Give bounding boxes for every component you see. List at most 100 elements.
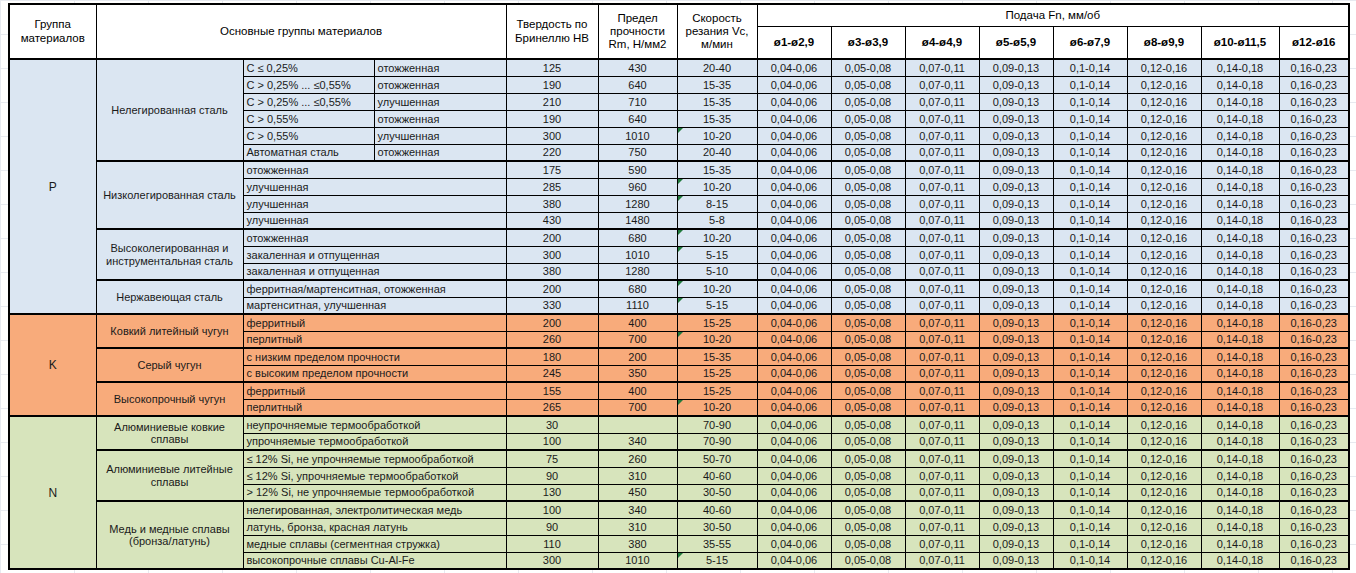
cell-feed-2[interactable]: 0,07-0,11 — [905, 280, 979, 297]
cell-feed-1[interactable]: 0,05-0,08 — [831, 263, 905, 280]
cell-feed-2[interactable]: 0,07-0,11 — [905, 229, 979, 246]
header-hardness[interactable]: Твердость по Бринеллю НВ — [506, 4, 598, 59]
cell-material[interactable]: закаленная и отпущенная — [243, 263, 506, 280]
cell-feed-2[interactable]: 0,07-0,11 — [905, 297, 979, 314]
cell-feed-7[interactable]: 0,16-0,23 — [1279, 195, 1349, 212]
cell-hardness-hb[interactable]: 30 — [506, 416, 598, 433]
cell-feed-5[interactable]: 0,12-0,16 — [1127, 297, 1201, 314]
cell-cutting-speed-vc[interactable]: 10-20 — [677, 178, 757, 195]
cell-feed-4[interactable]: 0,1-0,14 — [1053, 314, 1127, 331]
cell-hardness-hb[interactable]: 155 — [506, 382, 598, 399]
cell-feed-4[interactable]: 0,1-0,14 — [1053, 297, 1127, 314]
cell-feed-3[interactable]: 0,09-0,13 — [979, 450, 1053, 467]
cell-feed-1[interactable]: 0,05-0,08 — [831, 246, 905, 263]
cell-subgroup[interactable]: Алюминиевые ковкие сплавы — [96, 416, 243, 450]
cell-hardness-hb[interactable]: 125 — [506, 59, 598, 76]
cell-subgroup[interactable]: Высокопрочный чугун — [96, 382, 243, 416]
cell-strength-rm[interactable]: 1110 — [598, 297, 677, 314]
cell-feed-2[interactable]: 0,07-0,11 — [905, 501, 979, 518]
cell-feed-4[interactable]: 0,1-0,14 — [1053, 535, 1127, 552]
cell-feed-2[interactable]: 0,07-0,11 — [905, 467, 979, 484]
cell-feed-5[interactable]: 0,12-0,16 — [1127, 127, 1201, 144]
cell-material[interactable]: С ≤ 0,25% — [243, 59, 374, 76]
cell-feed-0[interactable]: 0,04-0,06 — [757, 178, 831, 195]
cell-hardness-hb[interactable]: 300 — [506, 552, 598, 569]
cell-feed-0[interactable]: 0,04-0,06 — [757, 467, 831, 484]
cell-strength-rm[interactable]: 680 — [598, 229, 677, 246]
cell-cutting-speed-vc[interactable]: 5-10 — [677, 263, 757, 280]
cell-strength-rm[interactable]: 310 — [598, 518, 677, 535]
cell-feed-4[interactable]: 0,1-0,14 — [1053, 416, 1127, 433]
cell-hardness-hb[interactable]: 300 — [506, 127, 598, 144]
cell-cutting-speed-vc[interactable]: 70-90 — [677, 433, 757, 450]
cell-strength-rm[interactable]: 700 — [598, 331, 677, 348]
cell-group-code[interactable]: N — [9, 416, 96, 569]
cell-state[interactable]: отожженная — [374, 59, 506, 76]
cell-material[interactable]: перлитный — [243, 331, 506, 348]
cell-feed-7[interactable]: 0,16-0,23 — [1279, 501, 1349, 518]
cell-feed-0[interactable]: 0,04-0,06 — [757, 331, 831, 348]
cell-feed-7[interactable]: 0,16-0,23 — [1279, 110, 1349, 127]
cell-feed-1[interactable]: 0,05-0,08 — [831, 552, 905, 569]
cell-feed-2[interactable]: 0,07-0,11 — [905, 331, 979, 348]
cell-feed-0[interactable]: 0,04-0,06 — [757, 93, 831, 110]
cell-strength-rm[interactable]: 1010 — [598, 246, 677, 263]
cell-feed-0[interactable]: 0,04-0,06 — [757, 195, 831, 212]
cell-feed-0[interactable]: 0,04-0,06 — [757, 450, 831, 467]
cell-feed-2[interactable]: 0,07-0,11 — [905, 246, 979, 263]
cell-hardness-hb[interactable]: 90 — [506, 467, 598, 484]
cell-cutting-speed-vc[interactable]: 15-35 — [677, 161, 757, 178]
cell-feed-5[interactable]: 0,12-0,16 — [1127, 331, 1201, 348]
cell-feed-4[interactable]: 0,1-0,14 — [1053, 229, 1127, 246]
cell-cutting-speed-vc[interactable]: 30-50 — [677, 484, 757, 501]
cell-feed-1[interactable]: 0,05-0,08 — [831, 280, 905, 297]
cell-feed-4[interactable]: 0,1-0,14 — [1053, 450, 1127, 467]
header-feed-d1[interactable]: ø1-ø2,9 — [757, 26, 831, 59]
cell-feed-1[interactable]: 0,05-0,08 — [831, 467, 905, 484]
cell-strength-rm[interactable]: 680 — [598, 280, 677, 297]
cell-feed-3[interactable]: 0,09-0,13 — [979, 93, 1053, 110]
cell-strength-rm[interactable]: 700 — [598, 399, 677, 416]
cell-strength-rm[interactable]: 340 — [598, 433, 677, 450]
cell-feed-4[interactable]: 0,1-0,14 — [1053, 59, 1127, 76]
cell-feed-3[interactable]: 0,09-0,13 — [979, 144, 1053, 161]
cell-strength-rm[interactable]: 640 — [598, 76, 677, 93]
cell-feed-6[interactable]: 0,14-0,18 — [1201, 229, 1279, 246]
cell-hardness-hb[interactable]: 430 — [506, 212, 598, 229]
cell-feed-3[interactable]: 0,09-0,13 — [979, 348, 1053, 365]
header-main-groups[interactable]: Основные группы материалов — [96, 4, 506, 59]
cell-feed-7[interactable]: 0,16-0,23 — [1279, 229, 1349, 246]
cell-feed-7[interactable]: 0,16-0,23 — [1279, 59, 1349, 76]
cell-strength-rm[interactable]: 380 — [598, 535, 677, 552]
cell-feed-1[interactable]: 0,05-0,08 — [831, 212, 905, 229]
cell-feed-1[interactable]: 0,05-0,08 — [831, 416, 905, 433]
cell-feed-1[interactable]: 0,05-0,08 — [831, 178, 905, 195]
cell-feed-5[interactable]: 0,12-0,16 — [1127, 552, 1201, 569]
cell-feed-5[interactable]: 0,12-0,16 — [1127, 144, 1201, 161]
cell-feed-0[interactable]: 0,04-0,06 — [757, 365, 831, 382]
cell-feed-4[interactable]: 0,1-0,14 — [1053, 110, 1127, 127]
cell-feed-3[interactable]: 0,09-0,13 — [979, 314, 1053, 331]
cell-hardness-hb[interactable]: 220 — [506, 144, 598, 161]
cell-feed-6[interactable]: 0,14-0,18 — [1201, 382, 1279, 399]
cell-feed-4[interactable]: 0,1-0,14 — [1053, 348, 1127, 365]
header-feed-d2[interactable]: ø3-ø3,9 — [831, 26, 905, 59]
cell-strength-rm[interactable]: 430 — [598, 59, 677, 76]
cell-feed-5[interactable]: 0,12-0,16 — [1127, 76, 1201, 93]
cell-cutting-speed-vc[interactable]: 20-40 — [677, 59, 757, 76]
cell-feed-3[interactable]: 0,09-0,13 — [979, 365, 1053, 382]
cell-feed-7[interactable]: 0,16-0,23 — [1279, 382, 1349, 399]
cell-feed-6[interactable]: 0,14-0,18 — [1201, 59, 1279, 76]
cell-material[interactable]: ферритная/мартенситная, отожженная — [243, 280, 506, 297]
cell-feed-7[interactable]: 0,16-0,23 — [1279, 535, 1349, 552]
cell-feed-6[interactable]: 0,14-0,18 — [1201, 246, 1279, 263]
cell-material[interactable]: ≤ 12% Si, упрочняемые термообработкой — [243, 467, 506, 484]
cell-feed-3[interactable]: 0,09-0,13 — [979, 263, 1053, 280]
cell-feed-5[interactable]: 0,12-0,16 — [1127, 263, 1201, 280]
cell-feed-6[interactable]: 0,14-0,18 — [1201, 365, 1279, 382]
cell-cutting-speed-vc[interactable]: 5-15 — [677, 552, 757, 569]
cell-hardness-hb[interactable]: 110 — [506, 535, 598, 552]
cell-feed-6[interactable]: 0,14-0,18 — [1201, 348, 1279, 365]
cell-feed-2[interactable]: 0,07-0,11 — [905, 450, 979, 467]
cell-material[interactable]: отожженная — [243, 161, 506, 178]
